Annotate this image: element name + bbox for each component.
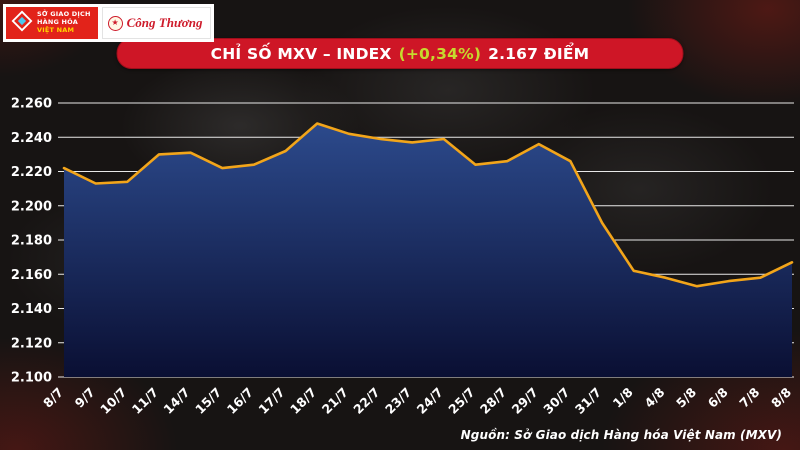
cong-thuong-emblem-icon: ★ [107, 15, 123, 31]
svg-text:8/7: 8/7 [40, 385, 66, 411]
svg-text:2.140: 2.140 [11, 302, 52, 317]
svg-text:2.180: 2.180 [11, 234, 52, 249]
cong-thuong-logo: ★ Công Thương [101, 7, 212, 39]
svg-text:7/8: 7/8 [736, 385, 762, 411]
mxv-index-chart: 2.100 2.120 2.140 2.160 2.180 2.200 2.220 2.240… [11, 97, 794, 417]
title-banner: CHỈ SỐ MXV – INDEX (+0,34%) 2.167 ĐIỂM [116, 38, 684, 69]
mxv-logo-line1: SỞ GIAO DỊCH [37, 10, 91, 19]
y-axis-labels: 2.100 2.120 2.140 2.160 2.180 2.200 2.220 2.240… [11, 97, 52, 386]
svg-text:25/7: 25/7 [445, 385, 477, 417]
svg-text:28/7: 28/7 [477, 385, 509, 417]
svg-text:2.220: 2.220 [11, 165, 52, 180]
index-line [62, 122, 794, 288]
source-caption: Nguồn: Sở Giao dịch Hàng hóa Việt Nam (M… [460, 428, 782, 442]
svg-text:21/7: 21/7 [319, 385, 351, 417]
svg-text:2.260: 2.260 [11, 97, 52, 112]
svg-text:31/7: 31/7 [572, 385, 604, 417]
svg-text:11/7: 11/7 [129, 385, 161, 417]
area-fill [64, 123, 792, 377]
svg-text:2.200: 2.200 [11, 199, 52, 214]
svg-text:24/7: 24/7 [414, 385, 446, 417]
mxv-diamond-icon [11, 10, 33, 36]
mxv-logo-line2: HÀNG HÓA [37, 18, 78, 27]
svg-text:14/7: 14/7 [160, 385, 192, 417]
banner-title: CHỈ SỐ MXV – INDEX [210, 44, 392, 63]
x-axis-labels: 8/7 9/7 10/7 11/7 14/7 15/7 16/7 17/7 18/7 21/7 22… [40, 385, 794, 417]
svg-text:15/7: 15/7 [192, 385, 224, 417]
svg-text:4/8: 4/8 [641, 385, 667, 411]
svg-text:23/7: 23/7 [382, 385, 414, 417]
svg-text:6/8: 6/8 [705, 385, 731, 411]
svg-text:16/7: 16/7 [224, 385, 256, 417]
svg-text:29/7: 29/7 [509, 385, 541, 417]
banner-change: (+0,34%) [398, 44, 482, 63]
svg-text:10/7: 10/7 [97, 385, 129, 417]
banner-value: 2.167 ĐIỂM [488, 44, 590, 63]
svg-text:17/7: 17/7 [255, 385, 287, 417]
svg-text:2.240: 2.240 [11, 131, 52, 146]
mxv-logo: SỞ GIAO DỊCH HÀNG HÓA VIỆT NAM [6, 7, 98, 39]
svg-text:2.100: 2.100 [11, 371, 52, 386]
svg-text:30/7: 30/7 [540, 385, 572, 417]
svg-text:8/8: 8/8 [768, 385, 794, 411]
mxv-logo-text: SỞ GIAO DỊCH HÀNG HÓA VIỆT NAM [37, 10, 91, 34]
svg-text:2.160: 2.160 [11, 268, 52, 283]
svg-text:2.120: 2.120 [11, 336, 52, 351]
svg-text:1/8: 1/8 [610, 385, 636, 411]
svg-text:9/7: 9/7 [72, 385, 98, 411]
svg-text:22/7: 22/7 [350, 385, 382, 417]
svg-text:18/7: 18/7 [287, 385, 319, 417]
logo-strip: SỞ GIAO DỊCH HÀNG HÓA VIỆT NAM ★ Công Th… [3, 4, 215, 42]
cong-thuong-logo-text: Công Thương [126, 15, 203, 30]
svg-text:5/8: 5/8 [673, 385, 699, 411]
mxv-logo-line3: VIỆT NAM [37, 25, 75, 34]
